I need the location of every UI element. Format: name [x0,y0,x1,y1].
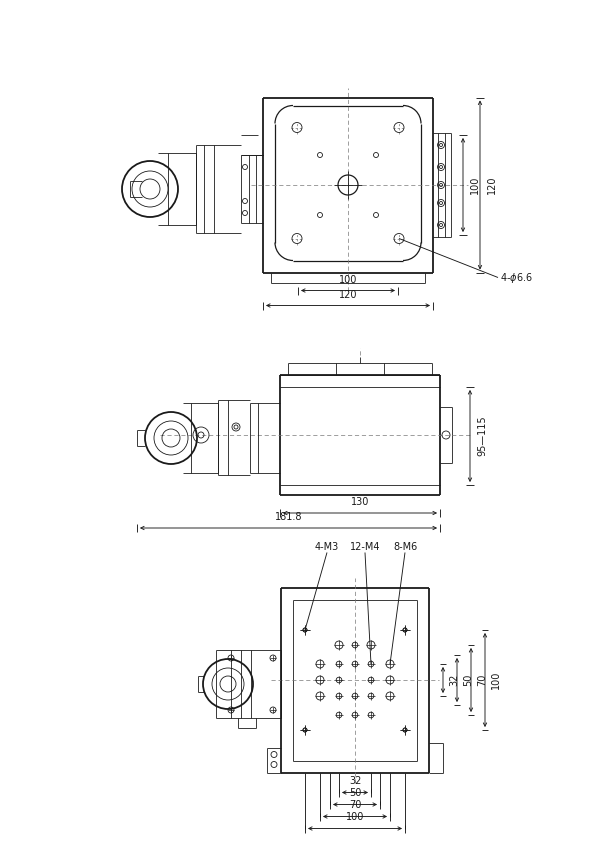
Text: 181.8: 181.8 [274,512,302,522]
Text: 130: 130 [351,497,369,507]
Text: 8-M6: 8-M6 [393,542,417,553]
Text: 32: 32 [449,674,459,686]
Text: 120: 120 [339,290,357,299]
Text: 95—115: 95—115 [477,416,487,457]
Text: 50: 50 [463,674,473,686]
Text: 70: 70 [477,674,487,686]
Text: 32: 32 [349,777,361,786]
Text: 4-$\phi$6.6: 4-$\phi$6.6 [500,271,533,285]
Text: 120: 120 [487,176,497,195]
Text: 100: 100 [491,671,501,689]
Text: 4-M3: 4-M3 [315,542,339,553]
Text: 100: 100 [470,176,480,194]
Text: 100: 100 [346,812,364,823]
Text: 12-M4: 12-M4 [350,542,380,553]
Text: 50: 50 [349,789,361,798]
Text: 70: 70 [349,800,361,811]
Text: 100: 100 [339,274,357,285]
